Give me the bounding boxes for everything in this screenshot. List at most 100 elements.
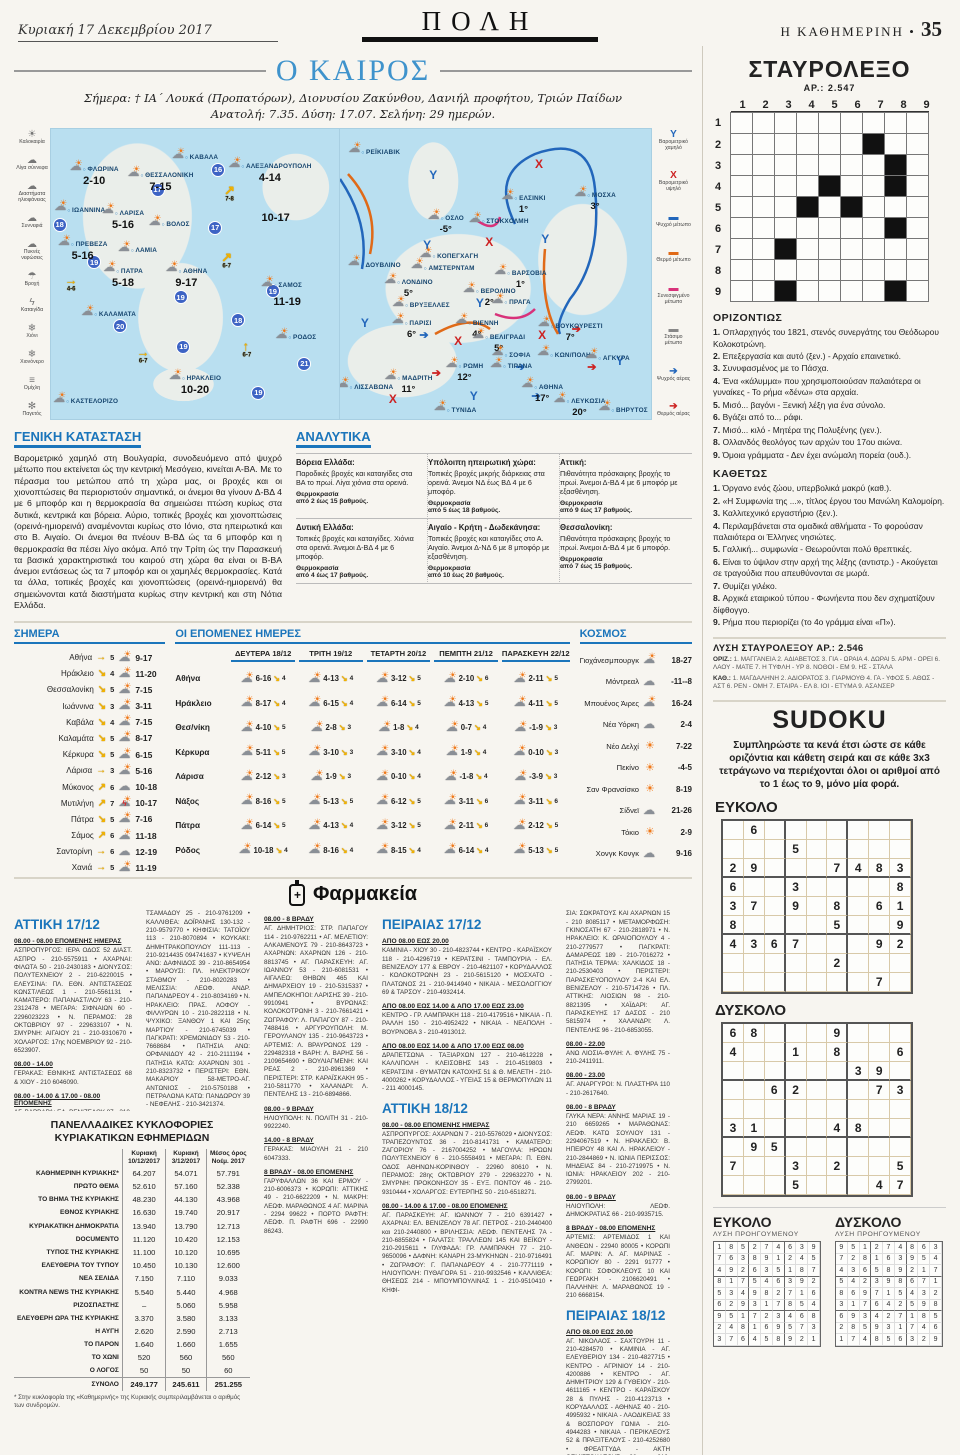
sudoku-cell: [743, 1176, 765, 1196]
sudoku-cell: [743, 1043, 765, 1063]
map-city-temp: 7-15: [149, 180, 172, 193]
pharmacy-listing: ΣΙΑ: ΣΩΚΡΑΤΟΥΣ ΚΑΙ ΑΧΑΡΝΩΝ 15 - 210 8085…: [566, 910, 670, 1034]
map-city-temp: 10-17: [261, 212, 290, 225]
pressure-center-mark: Y: [615, 354, 624, 369]
forecast-day-header: ΔΕΥΤΕΡΑ 18/12: [231, 649, 295, 663]
sudoku-cell: 6: [859, 1265, 872, 1277]
sudoku-cell: 2: [906, 1265, 919, 1277]
beaufort: 3: [553, 773, 558, 781]
map-city-name: ΛΑΜΙΑ: [131, 247, 157, 254]
city-name: Νάξος: [175, 796, 200, 806]
sudoku-cell: 6: [725, 1253, 738, 1266]
sudoku-cell: [764, 916, 786, 936]
sudoku-cell: [827, 840, 849, 860]
sudoku-cell: 4: [930, 1253, 942, 1266]
title-rule-left: [14, 70, 266, 72]
wind-arrow-icon: ↑ 6-7: [242, 338, 252, 359]
weather-partly-cloudy-icon: ☀☁: [445, 354, 459, 370]
sudoku-cell: [890, 1100, 911, 1120]
today-row: Ηράκλειο ↘ 4 ☀ ☁ 11-20: [14, 665, 165, 682]
sudoku-cell: 7: [749, 1311, 762, 1323]
world-row: Μπουένος Άιρες ☀ ☁ 16-24: [580, 692, 692, 714]
sudoku-cell: [827, 1081, 849, 1101]
weather-titlebar: Ο ΚΑΙΡΟΣ: [14, 54, 693, 88]
sudoku-cell: [764, 1043, 786, 1063]
sudoku-cell: 5: [859, 1322, 872, 1335]
sudoku-cell: [723, 840, 744, 860]
air-flow-arrow-icon: ➔: [531, 390, 541, 403]
crossword-row-number: 7: [715, 243, 722, 256]
sudoku-cell: 8: [784, 1299, 797, 1312]
beaufort: 6: [554, 797, 558, 805]
weather-partly-cloudy-icon: ☀☁: [171, 146, 185, 162]
pharmacy-hours-header: 08.00 - 9 ΒΡΑΔΥ: [264, 1105, 314, 1113]
newspaper-name: ΚΑΘΗΜΕΡΙΝΗ ΚΥΡΙΑΚΗΣ*: [35, 1169, 119, 1177]
sudoku-cell: 6: [764, 935, 786, 955]
legend-label: Βαρομετρικό υψηλό: [658, 180, 689, 193]
map-city-name: ΒΕΛΙΓΡΑΔΙ: [485, 334, 525, 341]
forecast-day-header: ΠΑΡΑΣΚΕΥΗ 22/12: [501, 649, 570, 663]
crossword-cell: [862, 259, 885, 281]
sudoku-cell: 2: [859, 1276, 872, 1289]
map-city: 11-19: [273, 297, 301, 308]
sudoku-cell: [743, 840, 765, 860]
sudoku-cell: 5: [785, 1176, 807, 1196]
sudoku-cell: 1: [761, 1299, 773, 1312]
brand-name: Η ΚΑΘΗΜΕΡΙΝΗ: [780, 24, 904, 39]
crossword-cell: [840, 175, 863, 197]
beaufort: 3: [347, 773, 352, 781]
map-city-name: ΒΙΕΝΝΗ: [468, 320, 499, 327]
sudoku-cell: [890, 1138, 911, 1158]
sudoku-cell: 3: [725, 1288, 738, 1300]
sudoku-cell: 4: [737, 1288, 750, 1300]
sudoku-cell: 2: [796, 1334, 809, 1346]
sudoku-cell: [723, 1100, 744, 1120]
forecast-cell: ☀ ☁ 0-7 ↘ 4: [434, 715, 498, 740]
map-city: ☀☁ΚΑΣΤΕΛΟΡΙΖΟ: [53, 390, 118, 408]
sudoku-cell: 2: [871, 1242, 884, 1254]
sudoku-cell: [764, 954, 786, 974]
circulation-value: 11.100: [121, 1245, 166, 1260]
beaufort: 6: [484, 822, 489, 830]
sudoku-cell: 4: [883, 1299, 895, 1312]
forecast-cell: ☀ ☁ 1-9 ↘ 3: [299, 764, 363, 789]
temp-range: 1-8: [393, 723, 405, 733]
weather-partly-cloudy-icon: ☀☁: [310, 767, 324, 783]
crossword-clue: 8. Ολλανδός θεολόγος των αρχών του 17ου …: [713, 437, 903, 448]
weather-partly-cloudy-icon: ☀☁: [57, 233, 71, 249]
sudoku-cell: 4: [725, 1322, 738, 1335]
air-flow-arrow-icon: ➔: [587, 361, 597, 374]
sudoku-cell: 1: [796, 1288, 809, 1300]
circulation-row: ΚΥΡΙΑΚΑΤΙΚΗ ΔΗΜΟΚΡΑΤΙΑ 13.940 13.790 12.713: [14, 1219, 250, 1233]
map-city: ☀☁ΡΕΪΚΙΑΒΙΚ: [348, 140, 400, 159]
map-city-name: ΘΕΣΣΑΛΟΝΙΚΗ: [140, 172, 193, 179]
wind-arrow-icon: ↘: [406, 723, 414, 733]
clue-number: 4.: [713, 520, 723, 531]
pharmacy-listing: ΔΡΑΠΕΤΣΩΝΑ - ΤΑΞΙΑΡΧΩΝ 127 - 210-4612228…: [382, 1052, 552, 1093]
crossword-cell: [840, 154, 863, 176]
weather-sun-icon: ☀: [645, 761, 655, 774]
circulation-value: 5.540: [121, 1285, 166, 1299]
sudoku-cell: 3: [848, 1062, 870, 1082]
beaufort: 5: [110, 863, 115, 873]
city-name: Μόντρεαλ: [605, 677, 639, 687]
circulation-data: Κυριακή 10/12/2017 Κυριακή 3/12/2017 Μέσος…: [14, 1149, 250, 1391]
sudoku-cell: 3: [785, 878, 807, 898]
pressure-center-mark: X: [454, 333, 463, 348]
legend-label: Συννεφιά: [21, 222, 43, 229]
sudoku-cell: 5: [737, 1242, 750, 1254]
sudoku-cell: 8: [714, 1276, 726, 1289]
map-city-name: ΒΑΡΣΟΒΙΑ: [507, 270, 547, 277]
world-row: Νέα Υόρκη ☁ 2-4: [580, 714, 692, 736]
map-city-temp: 4°: [472, 328, 482, 340]
circulation-row: ΝΕΑ ΣΕΛΙΔΑ 7.150 7.110 9.033: [14, 1272, 250, 1286]
sudoku-cell: 5: [827, 916, 849, 936]
sudoku-cell: 6: [772, 1276, 785, 1289]
crossword-cell: [840, 133, 863, 155]
sudoku-cell: [890, 821, 911, 841]
analytika-grid: Βόρεια Ελλάδα: Παροδικές βροχές και καται…: [296, 453, 692, 585]
sudoku-cell: [869, 840, 891, 860]
crossword-cell: [818, 154, 841, 176]
